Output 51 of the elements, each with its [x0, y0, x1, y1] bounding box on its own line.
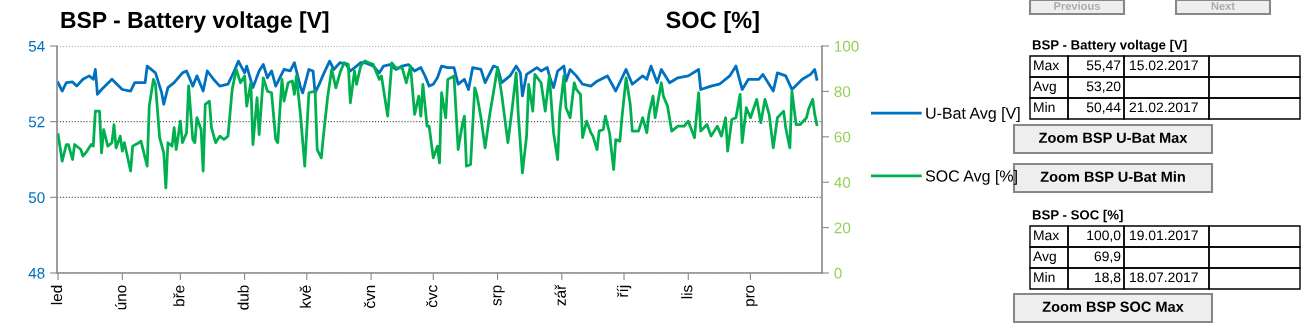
text: 50,44	[1086, 102, 1121, 114]
text: BSP - SOC [%]	[1032, 209, 1123, 223]
y2-tick-label: 60	[834, 131, 851, 143]
x-tick-label: čvn	[363, 285, 376, 308]
x-tick-label: čvc	[426, 285, 438, 308]
line-series	[57, 59, 819, 190]
text: Min	[1034, 102, 1055, 113]
y-tick-label: 48	[28, 267, 45, 279]
legend-label: SOC Avg [%]	[925, 169, 1017, 185]
text: 18.07.2017	[1130, 272, 1198, 283]
text: Zoom BSP U-Bat Max	[1039, 132, 1188, 143]
chart-title: BSP - Battery voltage [V]	[61, 11, 329, 33]
x-tick-label: bře	[173, 285, 185, 306]
y2-tick-label: 100	[834, 40, 859, 52]
text: Max	[1034, 60, 1060, 71]
text: Zoom BSP U-Bat Min	[1040, 171, 1185, 182]
x-tick-label: srp	[493, 285, 505, 306]
x-tick-label: říj	[616, 285, 632, 298]
text: Min	[1034, 272, 1055, 283]
y2-tick-label: 20	[834, 222, 851, 234]
text: Max	[1034, 230, 1060, 241]
line-series	[57, 59, 819, 106]
text: Avg	[1033, 81, 1056, 94]
x-tick-label: pro	[746, 285, 758, 306]
text: 18,8	[1095, 272, 1121, 284]
x-tick-label: led	[50, 285, 63, 305]
text: 100,0	[1087, 230, 1121, 242]
text: 15.02.2017	[1130, 60, 1198, 71]
legend-label: U-Bat Avg [V]	[926, 107, 1020, 122]
text: Zoom BSP SOC Max	[1042, 301, 1184, 312]
text: BSP - Battery voltage [V]	[1032, 39, 1187, 53]
text: 55,47	[1086, 60, 1121, 72]
x-tick-label: lis	[681, 285, 693, 299]
y-tick-label: 54	[28, 41, 45, 52]
x-tick-label: zář	[554, 284, 566, 306]
text: Avg	[1033, 251, 1056, 264]
y2-tick-label: 0	[834, 267, 842, 279]
y2-axis-title: SOC [%]	[666, 11, 759, 33]
x-tick-label: kvě	[299, 285, 311, 308]
y2-tick-label: 80	[834, 86, 851, 98]
y-tick-label: 52	[28, 116, 45, 128]
text: 53,20	[1086, 81, 1121, 93]
text: Next	[1211, 2, 1235, 10]
x-tick-label: dub	[237, 285, 249, 310]
text: 69,9	[1094, 251, 1121, 263]
x-tick-label: úno	[115, 285, 127, 310]
y-tick-label: 50	[28, 192, 45, 204]
text: Previous	[1054, 1, 1101, 10]
text: 21.02.2017	[1129, 102, 1198, 113]
text: 19.01.2017	[1130, 230, 1198, 241]
y2-tick-label: 40	[834, 177, 851, 188]
